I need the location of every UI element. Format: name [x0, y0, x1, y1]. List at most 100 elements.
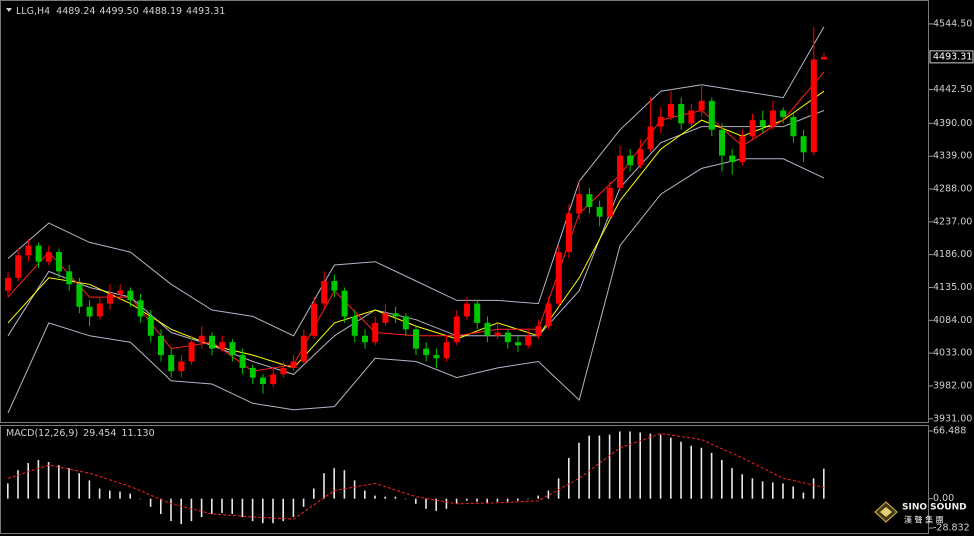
macd-bar — [568, 457, 570, 499]
macd-bar — [588, 435, 590, 499]
candle-body — [96, 303, 103, 317]
macd-bar — [455, 498, 458, 504]
candle-body — [45, 252, 52, 262]
candle-body — [606, 187, 613, 217]
macd-bar — [139, 498, 142, 500]
macd-bar — [343, 470, 346, 499]
macd-bar — [812, 478, 815, 499]
macd-bar — [557, 478, 560, 499]
macd-bar — [149, 498, 152, 507]
macd-bar — [721, 460, 723, 499]
candle-body — [158, 335, 164, 356]
candle-body — [107, 293, 113, 304]
macd-bar — [476, 498, 478, 502]
macd-bar — [394, 496, 397, 499]
macd-bar — [680, 441, 682, 499]
candle-body — [688, 110, 695, 124]
candle-body — [484, 322, 491, 336]
macd-bar — [231, 498, 233, 514]
candle-body — [311, 303, 317, 336]
candle-body — [219, 342, 226, 349]
candle-body — [290, 361, 297, 368]
indicator-line — [7, 158, 825, 414]
macd-bar — [323, 473, 325, 499]
candle-body — [678, 104, 685, 124]
macd-bar — [47, 462, 50, 499]
candle-body — [453, 316, 460, 343]
watermark-logo-inner — [880, 507, 892, 517]
close-readout: 4493.31 — [186, 6, 225, 17]
macd-bar — [37, 460, 40, 499]
candle-body — [637, 149, 644, 166]
macd-bar — [353, 480, 356, 499]
candle-body — [280, 367, 287, 375]
main-header: LLG,H4 4489.24 4499.50 4488.19 4493.31 — [16, 6, 225, 17]
macd-header: MACD(12,26,9) 29.454 11.130 — [6, 428, 155, 439]
macd-bar — [466, 498, 468, 501]
candle-body — [209, 335, 215, 349]
macd-bar — [547, 490, 550, 499]
macd-bar — [517, 498, 519, 501]
price-marker-box — [929, 50, 974, 64]
candle-body — [617, 155, 623, 188]
menu-arrow[interactable] — [6, 8, 12, 12]
candle-body — [729, 155, 736, 162]
macd-bar — [649, 433, 652, 499]
candle-body — [749, 120, 756, 137]
macd-bar — [404, 498, 407, 500]
macd-bar — [211, 498, 213, 514]
candle-body — [66, 271, 73, 285]
macd-bar — [761, 481, 764, 499]
signal-line — [7, 432, 825, 520]
macd-bar — [527, 498, 529, 500]
y-tick-label: 4033.00 — [933, 348, 972, 359]
candle-body — [576, 194, 583, 214]
macd-bar — [221, 498, 223, 513]
y-tick-label: 4288.00 — [933, 184, 972, 195]
macd-bar — [333, 468, 335, 499]
macd-bar — [68, 468, 70, 499]
macd-bar — [27, 463, 29, 499]
candle-body — [770, 110, 776, 127]
macd-bar — [17, 470, 19, 499]
macd-bar — [659, 434, 662, 499]
macd-bar — [792, 486, 794, 499]
macd-bar — [700, 447, 703, 499]
candle-body — [821, 56, 827, 60]
macd-bar — [741, 474, 743, 499]
y-tick-label: 3982.00 — [933, 380, 972, 391]
candle-body — [178, 361, 185, 372]
macd-bar — [710, 452, 713, 499]
candle-body — [229, 342, 236, 356]
macd-bar — [435, 498, 437, 511]
macd-readout: 29.454 — [83, 428, 116, 439]
macd-bar — [7, 483, 9, 499]
macd-bar — [415, 498, 417, 504]
y-tick-label: -28.832 — [933, 523, 970, 534]
macd-bar — [272, 498, 274, 524]
high-readout: 4499.50 — [99, 6, 138, 17]
y-tick-label: 4544.50 — [933, 18, 972, 29]
candle-body — [504, 332, 511, 343]
y-tick-label: 4339.00 — [933, 151, 972, 162]
macd-bar — [88, 480, 91, 499]
macd-bar — [180, 498, 182, 525]
macd-title: MACD(12,26,9) — [6, 428, 78, 439]
candle-body — [127, 290, 134, 301]
candle-body — [239, 355, 246, 368]
candle-body — [76, 284, 83, 307]
watermark-brand: SINO SOUND — [902, 503, 967, 513]
macd-bar — [639, 432, 641, 499]
candle-body — [188, 342, 195, 362]
candle-body — [402, 316, 409, 330]
candle-body — [270, 374, 277, 385]
candle-body — [474, 303, 481, 323]
macd-bar — [109, 490, 111, 499]
watermark: SINO SOUND 漢 聲 集 團 — [874, 501, 967, 525]
candle-body — [657, 116, 664, 127]
candle-body — [249, 367, 256, 378]
candle-body — [790, 116, 797, 137]
y-tick-label: 0.00 — [933, 493, 954, 504]
candle-body — [321, 281, 328, 304]
